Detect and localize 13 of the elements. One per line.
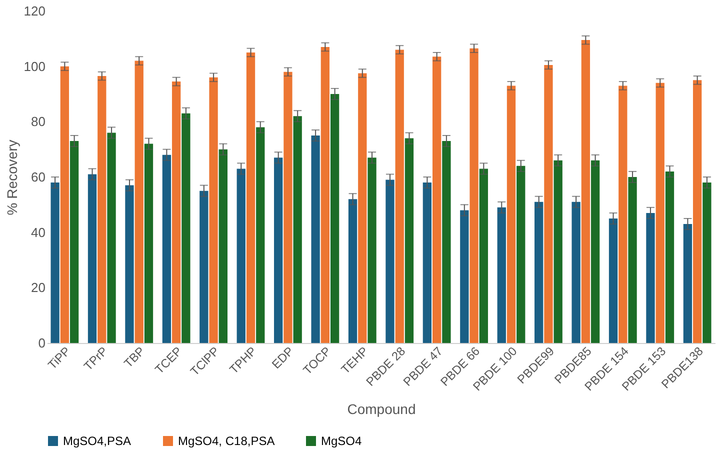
y-tick-label: 80 (31, 114, 46, 130)
legend-label: MgSO4,PSA (63, 434, 132, 448)
x-tick-label: TBP (121, 344, 148, 370)
y-tick-label: 60 (31, 170, 46, 184)
y-tick-label: 0 (38, 336, 46, 350)
y-tick-label: 40 (31, 224, 46, 240)
y-tick-label: 20 (31, 280, 46, 296)
y-axis-title: % Recovery (4, 140, 20, 216)
y-tick-label: 120 (24, 4, 46, 18)
legend-label: MgSO4 (321, 434, 362, 448)
legend-label: MgSO4, C18,PSA (178, 434, 275, 448)
x-axis-title: Compound (347, 400, 416, 417)
y-tick-label: 100 (24, 58, 46, 74)
